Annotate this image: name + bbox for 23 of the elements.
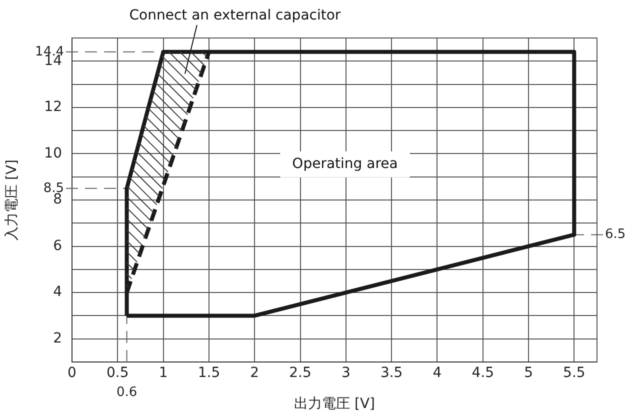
x-tick-label: 4 [432, 365, 442, 382]
x-tick-label: 2 [250, 365, 260, 382]
y-tick-label: 10 [44, 145, 62, 162]
x-tick-label: 5 [524, 365, 533, 382]
y-tick-label: 4 [53, 284, 62, 300]
x-tick-label: 2.5 [289, 365, 312, 382]
text: Connect an external capacitor [129, 8, 341, 24]
y-tick-label: 2 [53, 330, 62, 346]
y-axis-title: 入力電圧 [V] [4, 160, 20, 240]
y-tick-label: 12 [44, 99, 62, 116]
y-tick-label: 6 [53, 238, 62, 254]
x-tick-label: 5.5 [563, 365, 586, 382]
x-tick-label: 3.5 [380, 365, 403, 382]
x-tick-label: 1.5 [198, 365, 220, 382]
x-tick-label: 3 [341, 365, 350, 382]
annotation: Operating area [292, 156, 398, 172]
x-axis-title: 出力電圧 [V] [294, 396, 375, 412]
ref-line-label: 6.5 [605, 227, 626, 242]
ref-line-label: 0.6 [116, 384, 138, 400]
x-tick-label: 0.5 [106, 365, 129, 382]
x-tick-label: 0 [68, 365, 76, 382]
x-tick-label: 1 [158, 365, 168, 382]
x-tick-label: 4.5 [472, 365, 494, 382]
